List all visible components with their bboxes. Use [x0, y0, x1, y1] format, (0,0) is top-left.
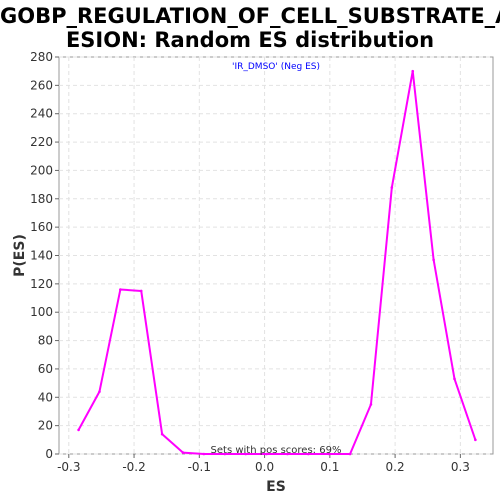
series-line: [77, 70, 477, 455]
x-axis-ticks: -0.3 -0.2 -0.1 0.0 0.1 0.2 0.3: [57, 454, 470, 474]
data-point: [119, 288, 122, 291]
y-tick-label: 0: [45, 447, 53, 461]
pos-scores-annotation: Sets with pos scores: 69%: [211, 445, 342, 456]
data-point: [139, 289, 143, 293]
x-tick-label: 0.2: [386, 460, 405, 474]
y-tick-label: 60: [38, 362, 53, 376]
legend-entry: 'IR_DMSO' (Neg ES): [232, 62, 320, 72]
data-point: [307, 452, 310, 456]
data-point: [181, 451, 185, 454]
y-tick-label: 40: [38, 390, 53, 404]
chart-title-line-2: ESION: Random ES distribution: [65, 28, 435, 52]
data-point: [286, 452, 289, 456]
data-point: [432, 258, 435, 262]
y-tick-label: 160: [30, 220, 53, 234]
data-point: [202, 452, 206, 456]
data-point: [265, 452, 268, 456]
y-tick-label: 240: [30, 107, 53, 121]
y-tick-label: 100: [30, 305, 53, 319]
grid-lines: [59, 56, 493, 455]
y-tick-label: 80: [38, 334, 53, 348]
x-tick-label: 0.3: [451, 460, 470, 474]
y-tick-label: 20: [38, 419, 53, 433]
y-tick-label: 220: [30, 135, 53, 149]
data-point: [98, 390, 101, 393]
data-point: [390, 186, 394, 189]
y-axis-label: P(ES): [12, 234, 28, 277]
data-point: [348, 452, 352, 456]
x-tick-label: -0.3: [57, 460, 80, 474]
data-point: [244, 452, 247, 456]
data-point: [369, 403, 373, 406]
x-tick-label: -0.1: [188, 460, 211, 474]
y-tick-label: 180: [30, 192, 53, 206]
y-tick-label: 280: [30, 50, 53, 64]
series-layer: [77, 69, 477, 456]
y-tick-label: 140: [30, 249, 53, 263]
data-point: [160, 432, 164, 436]
chart-title-line-1: GOBP_REGULATION_OF_CELL_SUBSTRATE_ADH: [0, 4, 500, 28]
data-point: [411, 69, 415, 73]
data-point: [474, 438, 477, 442]
x-tick-label: 0.0: [255, 460, 274, 474]
data-point: [453, 377, 456, 381]
x-tick-label: 0.1: [320, 460, 339, 474]
x-axis-label: ES: [266, 479, 286, 495]
y-axis-ticks: 0 20 40 60 80 100 120 140 160 180 200 220 240 260 280: [30, 50, 59, 461]
data-point: [77, 428, 80, 432]
y-tick-label: 260: [30, 78, 53, 92]
x-tick-label: -0.2: [122, 460, 145, 474]
y-tick-label: 200: [30, 163, 53, 177]
data-point: [327, 452, 331, 456]
data-point: [223, 452, 227, 456]
y-tick-label: 120: [30, 277, 53, 291]
